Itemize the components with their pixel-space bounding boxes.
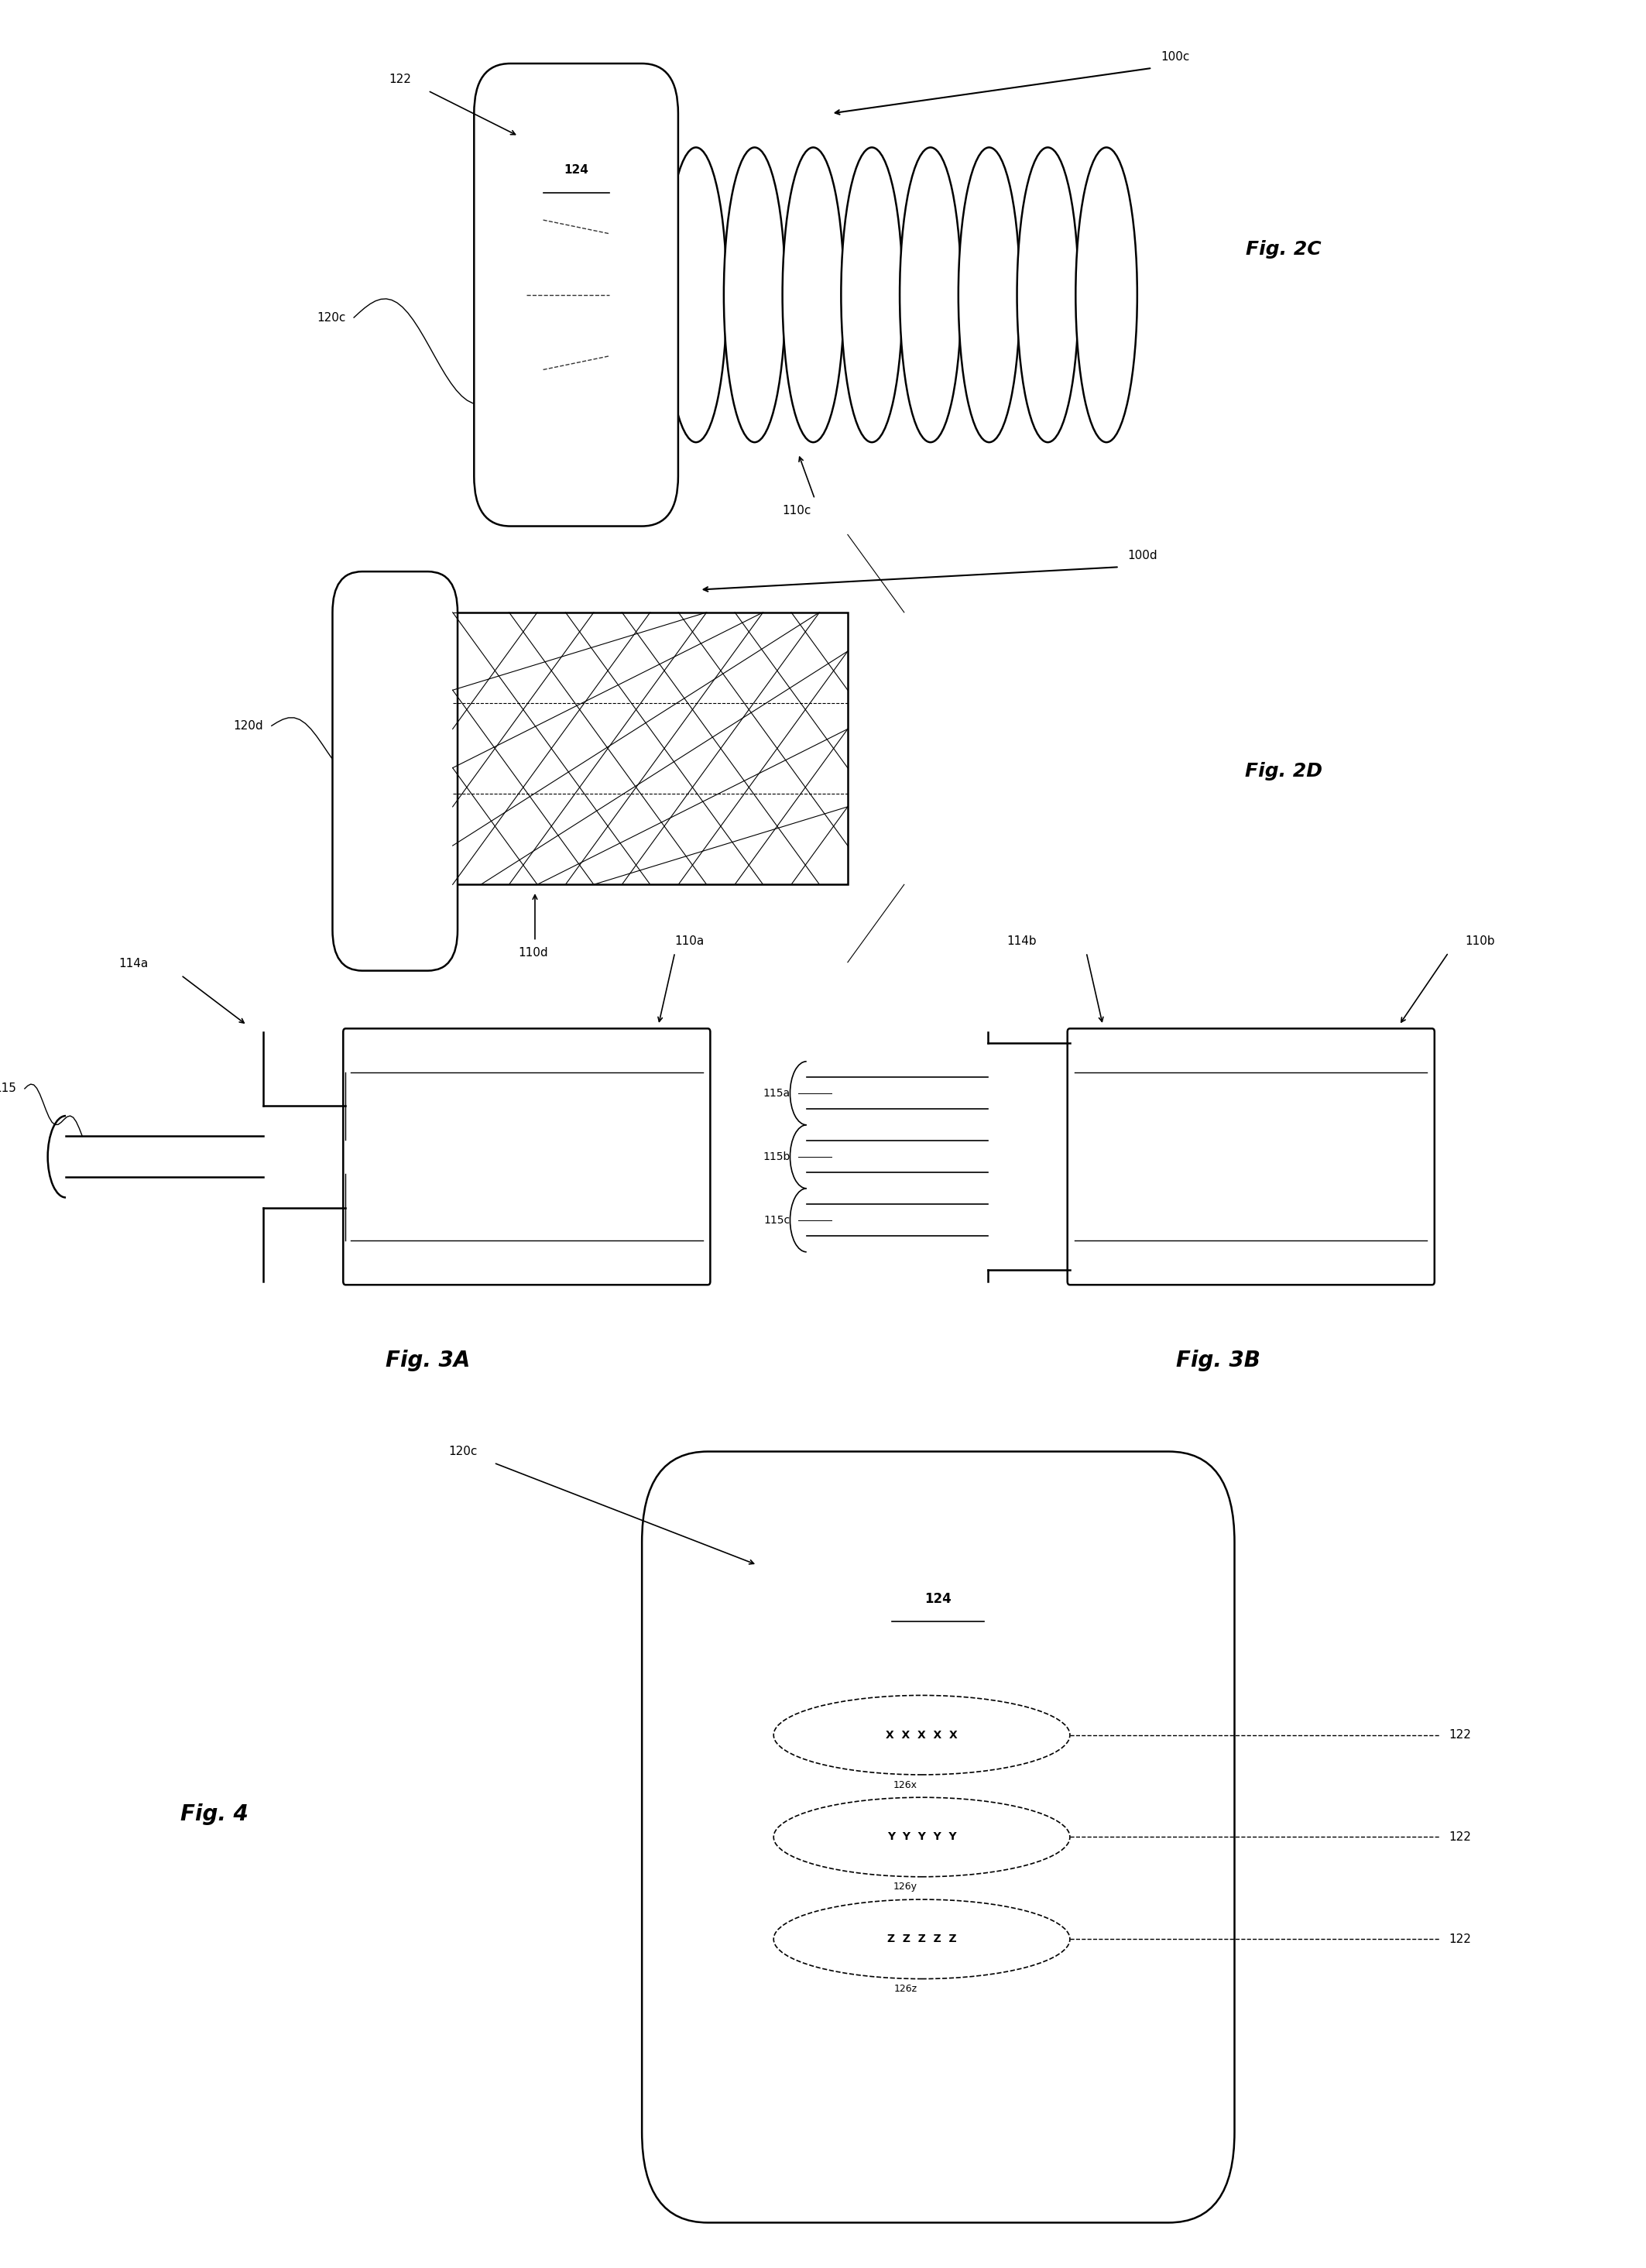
Text: 124: 124 xyxy=(925,1592,951,1606)
Text: 120c: 120c xyxy=(316,311,346,324)
Ellipse shape xyxy=(841,147,902,442)
Ellipse shape xyxy=(665,147,728,442)
Text: 110d: 110d xyxy=(518,946,548,959)
Text: 115a: 115a xyxy=(762,1089,790,1098)
Text: 126x: 126x xyxy=(894,1780,917,1789)
Bar xyxy=(453,612,848,885)
Text: 110c: 110c xyxy=(782,503,811,517)
Text: Fig. 4: Fig. 4 xyxy=(179,1803,249,1826)
FancyBboxPatch shape xyxy=(642,1452,1234,2223)
Text: 126z: 126z xyxy=(894,1984,917,1994)
Text: 114b: 114b xyxy=(1007,934,1037,948)
Ellipse shape xyxy=(782,147,844,442)
Ellipse shape xyxy=(774,1901,1070,1978)
Text: 122: 122 xyxy=(1448,1932,1472,1946)
FancyBboxPatch shape xyxy=(332,572,458,971)
Ellipse shape xyxy=(774,1796,1070,1878)
FancyBboxPatch shape xyxy=(1068,1027,1435,1284)
Ellipse shape xyxy=(900,147,961,442)
Text: 115b: 115b xyxy=(762,1152,790,1161)
Text: 122: 122 xyxy=(388,73,412,86)
Text: 126y: 126y xyxy=(894,1882,917,1892)
Text: 100d: 100d xyxy=(1128,549,1157,562)
Text: 120c: 120c xyxy=(448,1445,477,1458)
Text: 115c: 115c xyxy=(764,1216,790,1225)
Text: Fig. 3B: Fig. 3B xyxy=(1175,1349,1261,1372)
Text: Fig. 2C: Fig. 2C xyxy=(1246,240,1322,259)
Text: 124: 124 xyxy=(565,163,588,177)
Text: Y  Y  Y  Y  Y: Y Y Y Y Y xyxy=(887,1833,956,1842)
Text: 114a: 114a xyxy=(119,957,148,971)
Ellipse shape xyxy=(724,147,785,442)
FancyBboxPatch shape xyxy=(474,64,678,526)
Text: Fig. 3A: Fig. 3A xyxy=(385,1349,471,1372)
Text: X  X  X  X  X: X X X X X xyxy=(886,1730,958,1740)
Text: Fig. 2D: Fig. 2D xyxy=(1244,762,1323,780)
FancyBboxPatch shape xyxy=(344,1027,711,1284)
Text: 100c: 100c xyxy=(1160,50,1190,64)
Text: 120d: 120d xyxy=(234,719,263,733)
Ellipse shape xyxy=(958,147,1021,442)
Text: 110a: 110a xyxy=(675,934,704,948)
Text: 122: 122 xyxy=(1448,1728,1472,1742)
Text: 122: 122 xyxy=(1448,1830,1472,1844)
Text: Z  Z  Z  Z  Z: Z Z Z Z Z xyxy=(887,1935,956,1944)
Ellipse shape xyxy=(1075,147,1137,442)
Text: 115: 115 xyxy=(0,1082,16,1095)
Ellipse shape xyxy=(774,1696,1070,1774)
Text: 110b: 110b xyxy=(1465,934,1495,948)
Ellipse shape xyxy=(1017,147,1078,442)
